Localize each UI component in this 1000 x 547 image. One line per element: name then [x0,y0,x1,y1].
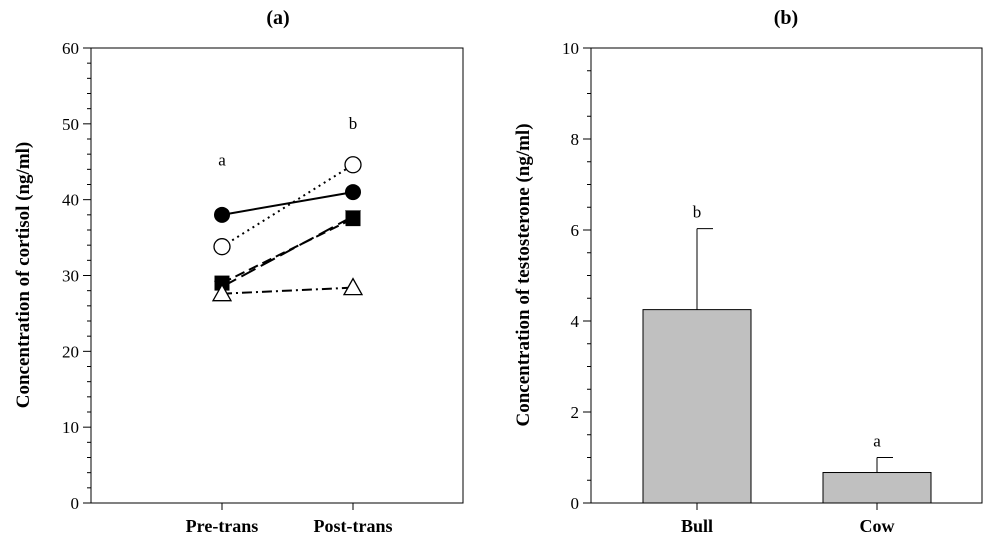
x-tick-label: Pre-trans [186,516,259,536]
data-point-filled-triangle-down [345,210,361,225]
testosterone-panel: (b) Concentration of testosterone (ng/ml… [513,7,983,536]
testosterone-bars: ba [642,203,932,504]
series-line [221,215,354,288]
significance-letter: b [693,203,702,222]
series-line [221,286,354,295]
testosterone-y-ticks: 0 2 4 6 8 10 [562,39,591,513]
y-tick-label: 6 [571,221,580,240]
series-line [221,163,354,248]
data-point-open-triangle-up [211,283,233,302]
y-tick-label: 30 [62,267,79,286]
data-point-open-circle [344,156,362,174]
y-tick-label: 0 [571,494,580,513]
cortisol-panel: (a) Concentration of cortisol (ng/ml) 0 1… [13,7,464,536]
y-tick-label: 20 [62,342,79,361]
y-tick-label: 8 [571,130,580,149]
data-point-filled-circle [214,206,230,223]
significance-letter: a [873,432,881,451]
testosterone-chart-title: (b) [774,7,798,29]
y-tick-label: 40 [62,191,79,210]
bar-bull [642,309,752,504]
y-tick-label: 0 [71,494,80,513]
series-line [221,217,354,284]
data-point-filled-circle [345,184,361,201]
y-tick-label: 60 [62,39,79,58]
bar-cow [822,472,932,504]
x-tick-label: Bull [681,516,713,536]
y-tick-label: 50 [62,115,79,134]
x-tick-label: Post-trans [314,516,393,536]
significance-letter: a [218,151,226,170]
testosterone-x-ticks: Bull Cow [681,503,895,536]
cortisol-series-markers [211,156,364,302]
cortisol-series-lines [221,163,354,295]
x-tick-label: Cow [860,516,895,536]
y-tick-label: 10 [62,418,79,437]
significance-letter: b [349,114,358,133]
cortisol-chart-title: (a) [266,7,289,29]
y-tick-label: 2 [571,403,580,422]
cortisol-plot-frame [90,47,464,504]
y-tick-label: 10 [562,39,579,58]
cortisol-y-axis-label: Concentration of cortisol (ng/ml) [13,142,34,408]
data-point-open-triangle-up [342,277,364,296]
testosterone-y-axis-label: Concentration of testosterone (ng/ml) [513,123,534,426]
series-line [221,191,354,216]
data-point-open-circle [213,238,231,256]
cortisol-annotations: ab [218,114,357,169]
y-tick-label: 4 [571,312,580,331]
cortisol-x-ticks: Pre-trans Post-trans [186,503,393,536]
cortisol-y-ticks: 0 10 20 30 40 50 60 [62,39,91,513]
